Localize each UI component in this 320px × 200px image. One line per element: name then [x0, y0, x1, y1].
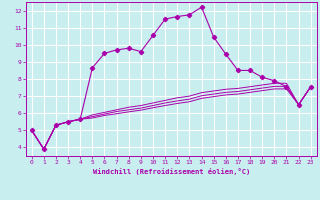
- X-axis label: Windchill (Refroidissement éolien,°C): Windchill (Refroidissement éolien,°C): [92, 168, 250, 175]
